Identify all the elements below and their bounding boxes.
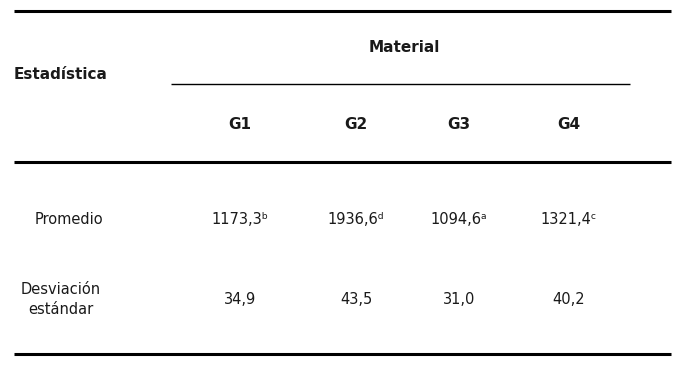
Text: 1936,6ᵈ: 1936,6ᵈ	[328, 211, 384, 227]
Text: G2: G2	[345, 116, 368, 132]
Text: Estadística: Estadística	[14, 67, 108, 82]
Text: 43,5: 43,5	[340, 292, 373, 307]
Text: 1173,3ᵇ: 1173,3ᵇ	[211, 211, 269, 227]
Text: 1321,4ᶜ: 1321,4ᶜ	[540, 211, 597, 227]
Text: 40,2: 40,2	[552, 292, 585, 307]
Text: G4: G4	[557, 116, 580, 132]
Text: Desviación
estándar: Desviación estándar	[21, 282, 101, 317]
Text: G3: G3	[447, 116, 471, 132]
Text: Material: Material	[369, 40, 440, 55]
Text: 34,9: 34,9	[223, 292, 256, 307]
Text: 1094,6ᵃ: 1094,6ᵃ	[431, 211, 487, 227]
Text: G1: G1	[228, 116, 251, 132]
Text: Promedio: Promedio	[34, 211, 103, 227]
Text: 31,0: 31,0	[443, 292, 475, 307]
